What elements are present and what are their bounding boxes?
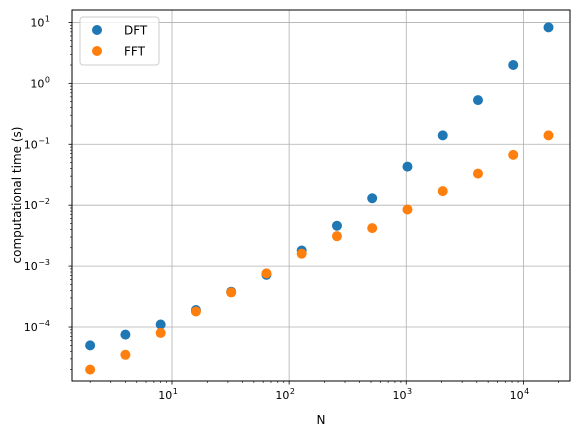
- legend-marker-fft: [92, 46, 102, 56]
- fft-point: [472, 168, 483, 179]
- fft-point: [190, 306, 201, 317]
- x-tick-label: 103: [392, 387, 412, 402]
- dft-point: [367, 193, 378, 204]
- fft-point: [296, 248, 307, 259]
- y-tick-label: 10−3: [24, 258, 50, 273]
- fft-point: [85, 364, 96, 375]
- fft-point: [402, 204, 413, 215]
- fft-point: [261, 268, 272, 279]
- dft-point: [472, 95, 483, 106]
- fft-point: [508, 149, 519, 160]
- data-points: [85, 22, 554, 375]
- dft-point: [85, 340, 96, 351]
- fft-point: [543, 130, 554, 141]
- fft-point: [331, 231, 342, 242]
- x-axis-ticks: 101 102 103 104: [89, 381, 559, 402]
- x-axis-label: N: [317, 413, 326, 427]
- y-tick-label: 10−1: [24, 136, 50, 151]
- y-tick-label: 10−4: [24, 319, 50, 334]
- dft-point: [508, 60, 519, 71]
- y-tick-label: 101: [30, 14, 50, 29]
- dft-point: [331, 220, 342, 231]
- legend: DFT FFT: [79, 16, 160, 66]
- dft-point: [120, 329, 131, 340]
- dft-point: [402, 161, 413, 172]
- x-tick-label: 101: [158, 387, 178, 402]
- legend-marker-dft: [92, 25, 102, 35]
- grid-lines: [72, 10, 570, 381]
- dft-point: [437, 130, 448, 141]
- fft-point: [437, 186, 448, 197]
- y-tick-label: 10−2: [24, 197, 50, 212]
- x-tick-label: 104: [510, 387, 530, 402]
- y-axis-ticks: 10−4 10−3 10−2 10−1 100 101: [24, 14, 72, 370]
- series-fft: [85, 130, 554, 375]
- dft-point: [543, 22, 554, 33]
- series-dft: [85, 22, 554, 351]
- fft-point: [120, 349, 131, 360]
- fft-point: [155, 327, 166, 338]
- x-tick-label: 102: [275, 387, 295, 402]
- fft-point: [367, 223, 378, 234]
- plot-frame: [71, 9, 571, 382]
- y-axis-label: computational time (s): [10, 127, 24, 264]
- fft-point: [226, 287, 237, 298]
- legend-label-fft: FFT: [124, 45, 146, 59]
- dft-point: [155, 319, 166, 330]
- legend-label-dft: DFT: [124, 24, 148, 38]
- y-tick-label: 100: [30, 75, 50, 90]
